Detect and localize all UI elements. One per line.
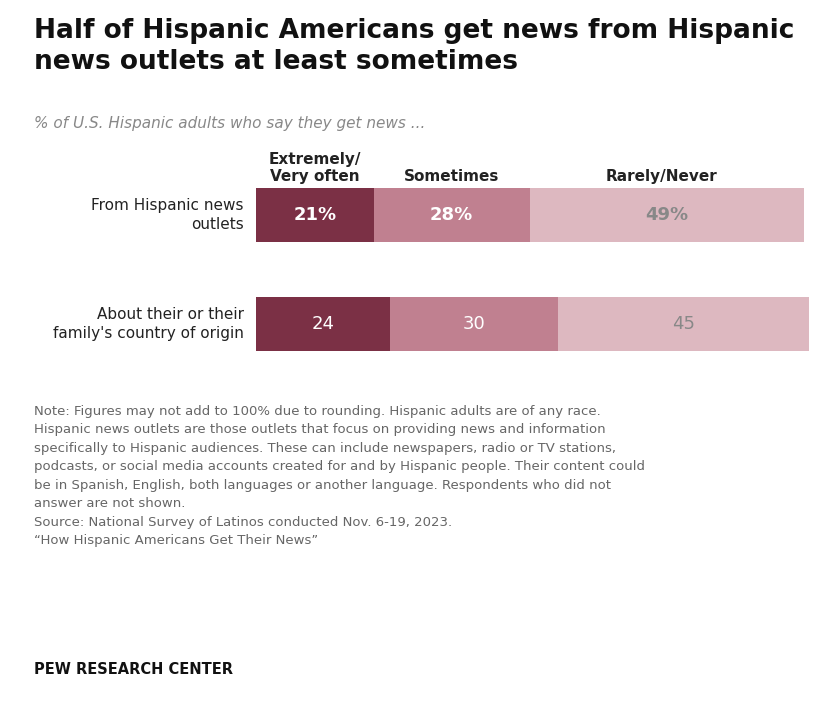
Text: 45: 45 (672, 315, 695, 333)
Bar (391, 296, 558, 351)
Bar (374, 187, 530, 242)
Text: Sometimes: Sometimes (404, 169, 500, 184)
Bar (256, 187, 374, 242)
Text: 49%: 49% (645, 206, 688, 224)
Text: 24: 24 (312, 315, 334, 333)
Bar (530, 187, 804, 242)
Text: Half of Hispanic Americans get news from Hispanic
news outlets at least sometime: Half of Hispanic Americans get news from… (34, 18, 794, 75)
Text: Extremely/
Very often: Extremely/ Very often (269, 151, 361, 184)
Text: Note: Figures may not add to 100% due to rounding. Hispanic adults are of any ra: Note: Figures may not add to 100% due to… (34, 405, 644, 547)
Text: From Hispanic news
outlets: From Hispanic news outlets (91, 198, 244, 232)
Text: % of U.S. Hispanic adults who say they get news ...: % of U.S. Hispanic adults who say they g… (34, 116, 425, 131)
Text: 28%: 28% (430, 206, 473, 224)
Text: About their or their
family's country of origin: About their or their family's country of… (53, 307, 244, 341)
Bar (256, 296, 391, 351)
Bar (558, 296, 809, 351)
Text: 21%: 21% (293, 206, 336, 224)
Text: PEW RESEARCH CENTER: PEW RESEARCH CENTER (34, 662, 233, 677)
Text: Rarely/Never: Rarely/Never (606, 169, 717, 184)
Text: 30: 30 (463, 315, 486, 333)
